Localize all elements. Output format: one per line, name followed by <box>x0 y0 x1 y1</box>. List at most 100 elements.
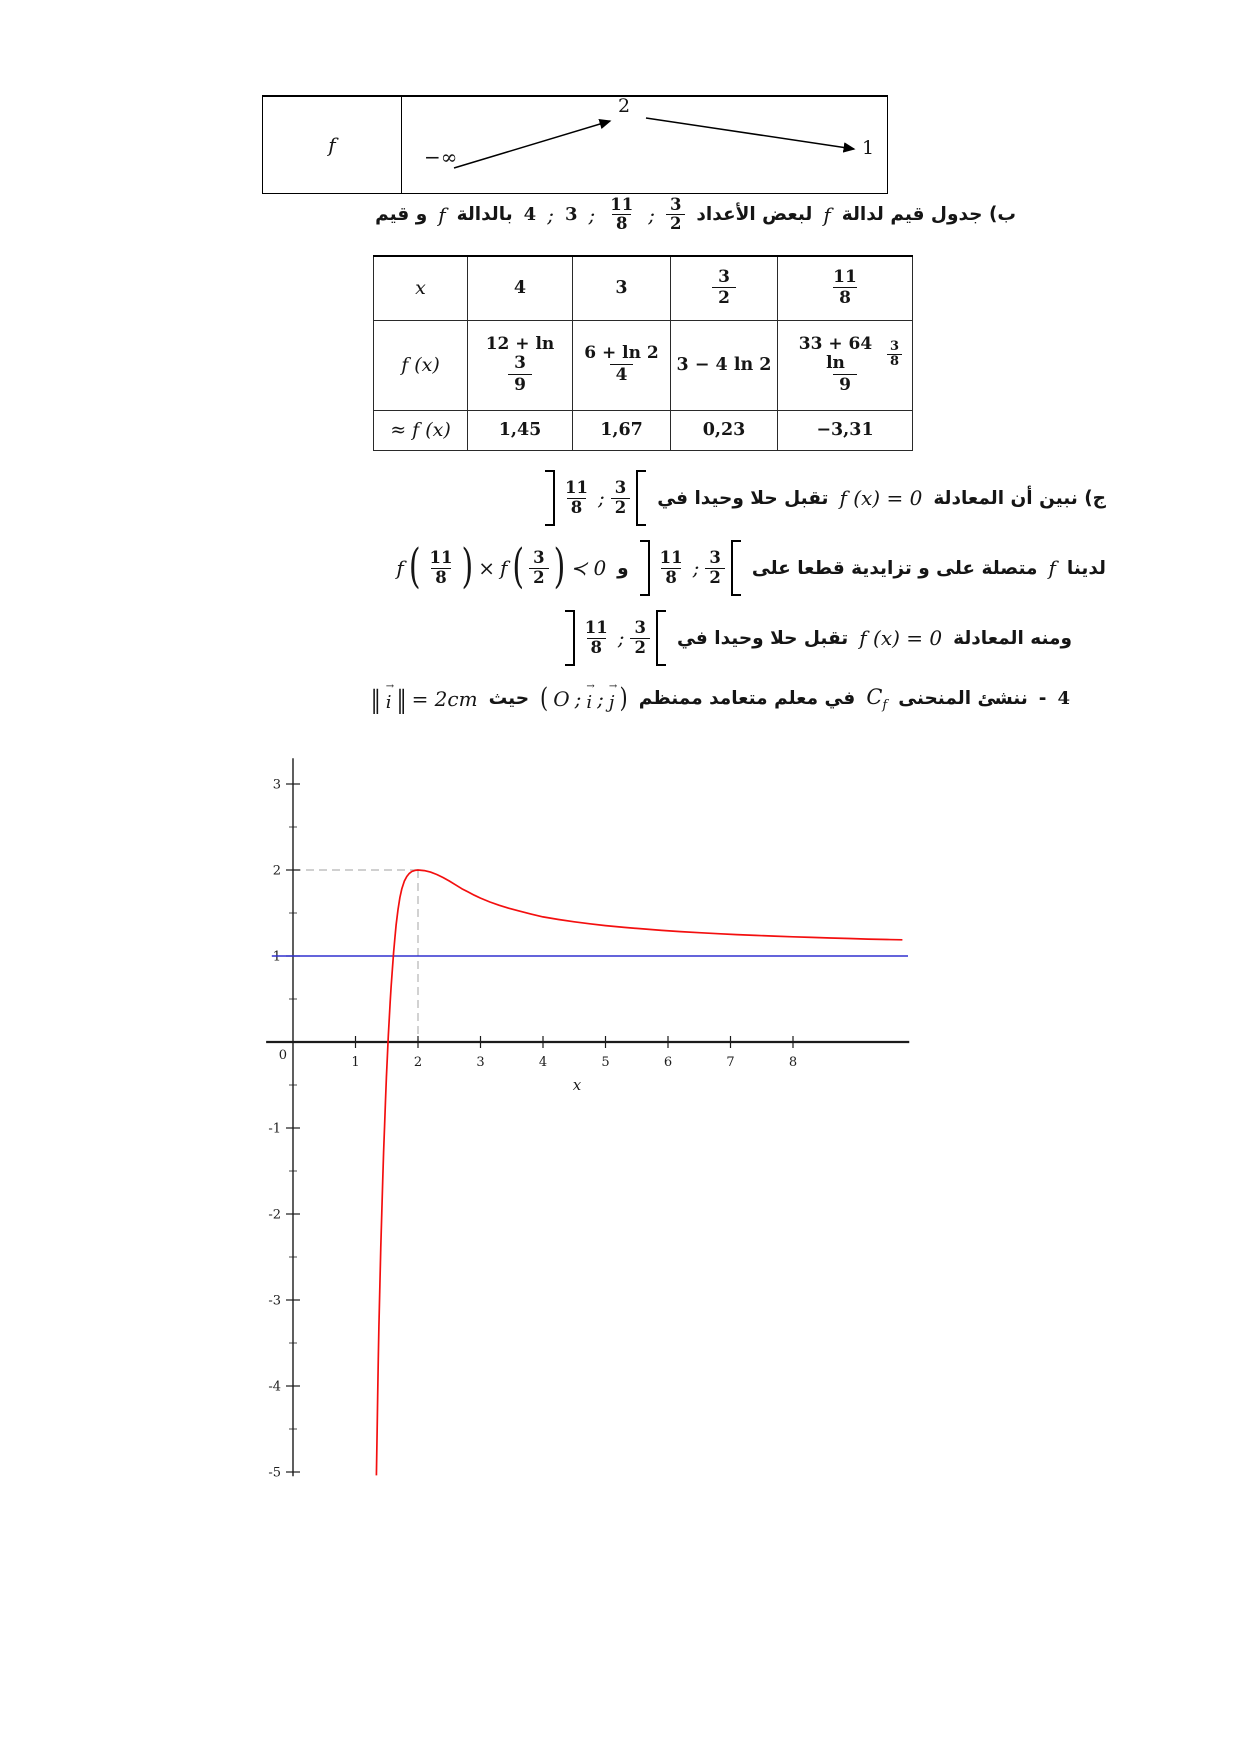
fraction-numerator: 11 <box>564 478 588 498</box>
math-text: f <box>500 556 508 580</box>
math-text: ; <box>547 202 554 227</box>
arabic-text: تقبل حلا وحيدا في <box>676 627 849 649</box>
table-cell: 1,45 <box>467 409 573 451</box>
arabic-text: حيث <box>488 688 530 709</box>
fraction-numerator: 3 <box>634 618 646 638</box>
decreasing-arrow <box>645 117 856 153</box>
big-parenthesis: ( <box>408 540 421 595</box>
line-unique-solution-claim: ج) نبين أن المعادلة f (x) = 0 تقبل حلا وحي… <box>544 470 1106 526</box>
vector-i: → i <box>586 681 595 713</box>
interval-right-bracket <box>730 540 741 596</box>
math-text: ; <box>574 686 582 711</box>
table-cell: 33 + 64 ln 3 8 9 <box>777 319 913 411</box>
x-tick-label: 3 <box>476 1055 484 1070</box>
interval-left-bracket <box>564 610 575 666</box>
math-group: ‖ → i ‖ = 2cm <box>370 681 478 714</box>
row-label: ≈ f (x) <box>390 419 451 441</box>
function-graph: 1 2 3 4 5 6 7 8 3 2 1 -1 -2 -3 -4 -5 0 x <box>230 748 950 1485</box>
fraction-denominator: 8 <box>431 567 451 587</box>
table-expression: 3 − 4 ln 2 <box>676 355 772 375</box>
arabic-text: لبعض الأعداد <box>696 204 813 226</box>
parenthesis: ) <box>619 682 628 714</box>
approx-value: −3,31 <box>816 420 874 440</box>
math-bold-text: 4 <box>1057 688 1070 709</box>
arabic-text: و قيم <box>375 204 428 226</box>
fraction-denominator: 8 <box>566 497 587 517</box>
table-cell: 3 <box>572 255 671 321</box>
table-row: x 4 3 3 2 11 8 <box>373 255 913 321</box>
math-text: f <box>438 202 446 227</box>
table-row: ≈ f (x) 1,45 1,67 0,23 −3,31 <box>373 409 913 451</box>
fraction-denominator: 2 <box>705 567 725 587</box>
fraction-denominator: 9 <box>833 373 857 396</box>
fraction-denominator: 9 <box>508 373 532 396</box>
arabic-text: ب) جدول قيم لدالة <box>841 204 1016 226</box>
math-text: ; <box>648 202 655 227</box>
table-cell: 0,23 <box>670 409 778 451</box>
variation-table-arrows-cell: −∞ 2 1 <box>402 95 887 193</box>
math-text: ; <box>588 202 596 227</box>
vector-arrow-icon: → <box>608 681 618 692</box>
variation-arrows <box>453 117 856 169</box>
fraction-numerator: 3 <box>718 266 730 287</box>
arabic-text: بالدالة <box>456 204 513 226</box>
big-parenthesis: ) <box>553 540 566 595</box>
interval-separator: ; <box>692 556 700 580</box>
math-text: = 2cm <box>411 686 478 711</box>
norm-double-bar: ‖ <box>370 683 381 714</box>
table-cell: 3 − 4 ln 2 <box>670 319 778 411</box>
interval-separator: ; <box>617 626 625 650</box>
y-tick-label: -5 <box>268 1466 281 1481</box>
line-continuity-argument: لدينا f متصلة على و تزايدية قطعا على 11 8; 3 2… <box>396 540 1106 596</box>
math-text: O <box>553 686 570 711</box>
math-group: (O; → i; → j) <box>540 681 628 714</box>
fraction-numerator: 3 <box>614 478 627 498</box>
x-tick-label: 5 <box>601 1055 609 1070</box>
table-cell: 4 <box>467 255 573 321</box>
x-axis-label: x <box>573 1076 582 1094</box>
curve-subscript: f <box>882 697 888 713</box>
interval-right-bracket <box>636 470 647 526</box>
arabic-text: تقبل حلا وحيدا في <box>657 487 829 509</box>
math-text: f (x) = 0 <box>839 486 923 510</box>
math-text: ≺ 0 <box>570 556 607 580</box>
maximum-value: 2 <box>618 95 631 117</box>
y-tick-label: -3 <box>268 1294 281 1309</box>
arabic-text: و <box>617 557 629 579</box>
x-tick-label: 1 <box>351 1055 359 1070</box>
increasing-arrow <box>453 119 612 169</box>
math-text: f <box>823 202 831 227</box>
fraction-denominator: 2 <box>610 497 631 517</box>
fraction-denominator: 2 <box>630 637 650 657</box>
y-tick-label: -1 <box>268 1122 281 1137</box>
table-cell: 1,67 <box>572 409 671 451</box>
y-tick-label: 2 <box>273 864 281 879</box>
parenthesis: ( <box>540 682 549 714</box>
interval-separator: ; <box>597 486 605 510</box>
table-fraction: 11 8 <box>827 267 863 309</box>
row-label: f (x) <box>401 354 440 376</box>
open-interval: 11 8; 3 2 <box>564 610 666 666</box>
interval-fraction-1: 11 8 <box>561 478 592 517</box>
approx-value: 1,67 <box>600 420 643 440</box>
approx-value: 1,45 <box>498 420 542 440</box>
fraction-denominator: 8 <box>886 353 902 369</box>
math-text: ; <box>597 686 604 711</box>
expression-prefix: 33 + 64 ln <box>798 333 873 374</box>
y-tick-label: -4 <box>268 1380 281 1395</box>
limit-minus-infinity: −∞ <box>424 145 458 169</box>
fraction-denominator: 8 <box>611 214 632 233</box>
arabic-text: متصلة على و تزايدية قطعا على <box>751 557 1038 579</box>
vector-arrow-icon: → <box>586 681 595 692</box>
math-bold-text: 3 <box>564 204 578 226</box>
variation-table-function-cell: f <box>263 97 402 193</box>
